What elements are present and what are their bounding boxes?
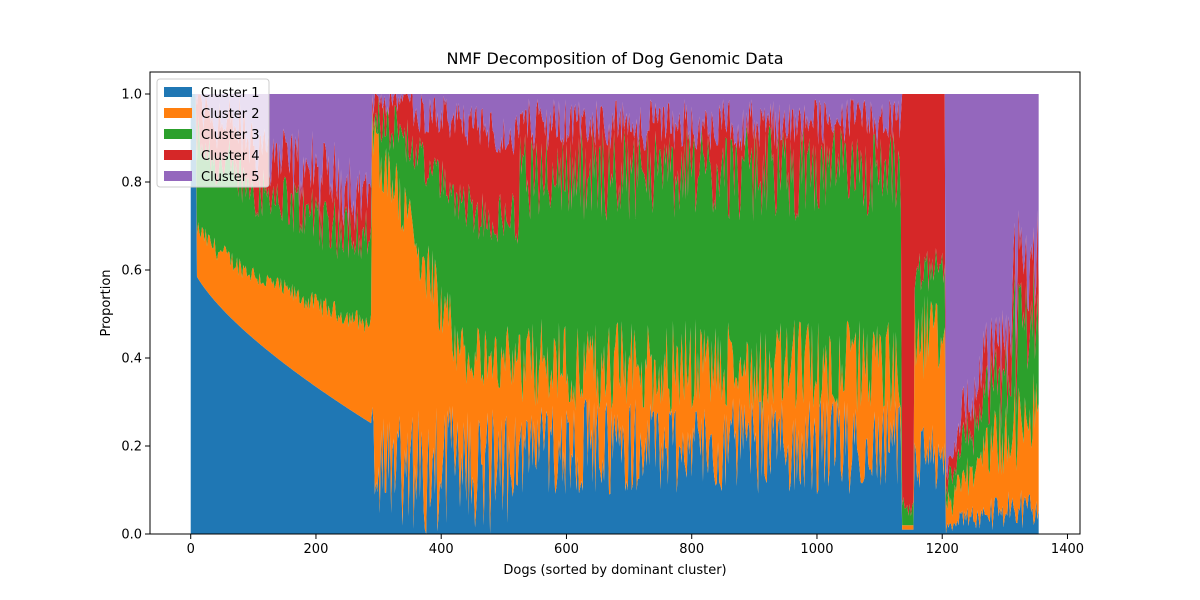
plot-frame	[149, 71, 1081, 535]
x-tick-label: 600	[554, 542, 579, 557]
legend-swatch	[164, 87, 192, 97]
area-cluster-2	[190, 94, 1039, 534]
y-axis-title: Proportion	[99, 269, 114, 336]
legend-label: Cluster 4	[201, 149, 260, 164]
area-layers	[190, 94, 1039, 534]
x-axis-title: Dogs (sorted by dominant cluster)	[503, 563, 726, 578]
legend-swatch	[164, 129, 192, 139]
legend-label: Cluster 2	[201, 107, 260, 122]
x-tick-label: 400	[429, 542, 454, 557]
legend-swatch	[164, 108, 192, 118]
x-tick-label: 0	[187, 542, 195, 557]
legend-swatch	[164, 150, 192, 160]
x-tick-label: 200	[304, 542, 329, 557]
x-tick-label: 1000	[800, 542, 833, 557]
legend-swatch	[164, 171, 192, 181]
x-tick-label: 1400	[1051, 542, 1084, 557]
y-tick-label: 0.0	[121, 528, 142, 543]
y-axis: 0.0 0.2 0.4 0.6 0.8 1.0	[121, 88, 150, 543]
area-cluster-1	[190, 94, 1039, 534]
x-tick-label: 1200	[926, 542, 959, 557]
x-tick-label: 800	[679, 542, 704, 557]
y-tick-label: 0.2	[121, 440, 142, 455]
y-tick-label: 0.8	[121, 176, 142, 191]
legend-label: Cluster 1	[201, 86, 260, 101]
x-axis: 0 200 400 600 800 1000 1200 1400	[187, 534, 1084, 557]
area-cluster-3	[190, 94, 1039, 526]
legend: Cluster 1 Cluster 2 Cluster 3 Cluster 4 Clus…	[156, 78, 270, 188]
area-cluster-5	[190, 94, 1039, 481]
y-tick-label: 0.4	[121, 352, 142, 367]
legend-label: Cluster 5	[201, 170, 260, 185]
chart-title: NMF Decomposition of Dog Genomic Data	[446, 49, 783, 68]
legend-label: Cluster 3	[201, 128, 260, 143]
y-tick-label: 1.0	[121, 88, 142, 103]
y-tick-label: 0.6	[121, 264, 142, 279]
